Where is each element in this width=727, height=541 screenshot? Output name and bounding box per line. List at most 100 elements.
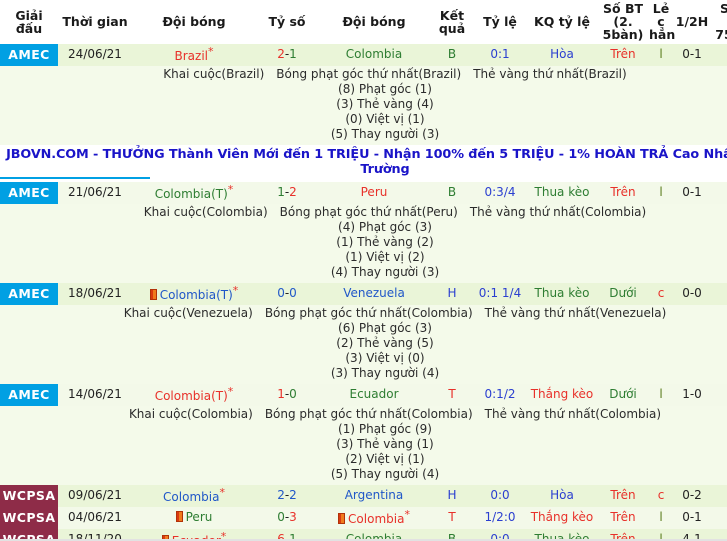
home-team-name: Brazil (174, 49, 209, 64)
table-row[interactable]: AMEC 14/06/21 Colombia(T)* 1-0 Ecuador T 0:1/2… (0, 384, 727, 407)
cell-bt25: Dưới (598, 384, 648, 407)
cell-bt25: Trên (598, 182, 648, 205)
home-team-star-icon: * (227, 385, 234, 399)
detail-first-corner: Bóng phạt góc thứ nhất(Brazil) (276, 67, 462, 82)
cell-bt25: Trên (598, 44, 648, 67)
col-header-odds-result: KQ tỷ lệ (526, 0, 598, 45)
cell-league[interactable]: WCPSA (0, 529, 58, 541)
cell-score: 6-1 (256, 529, 318, 541)
cell-away-team[interactable]: Argentina (318, 485, 430, 508)
cell-home-team[interactable]: Colombia(T)* (132, 283, 256, 306)
detail-kickoff: Khai cuộc(Brazil) (163, 67, 265, 82)
home-team-name: Colombia(T) (154, 187, 228, 202)
cell-home-team[interactable]: Ecuador* (132, 529, 256, 541)
table-row[interactable]: WCPSA 04/06/21 Peru 0-3 Colombia* T 1/2:0 Thắng… (0, 507, 727, 530)
cell-odds-result: Thắng kèo (526, 384, 598, 407)
promo-banner-row[interactable]: JBOVN.COM - THƯỞNG Thành Viên Mới đến 1 … (0, 145, 727, 183)
detail-stat-line: (8) Phạt góc (1) (338, 82, 432, 97)
cell-league[interactable]: AMEC (0, 283, 58, 306)
cell-date: 14/06/21 (58, 384, 132, 407)
league-badge[interactable]: WCPSA (0, 507, 58, 530)
cell-score: 0-3 (256, 507, 318, 530)
cell-odds: 0:1 (474, 44, 526, 67)
away-team-name: Venezuela (343, 286, 405, 301)
cell-score: 2-1 (256, 44, 318, 67)
table-row[interactable]: AMEC 18/06/21 Colombia(T)* 0-0 Venezuela H 0:1… (0, 283, 727, 306)
cell-home-team[interactable]: Brazil* (132, 44, 256, 67)
col-header-halftime: 1/2H (674, 0, 710, 45)
table-row[interactable]: WCPSA18/11/20Ecuador*6-1ColombiaB0:0Thua… (0, 529, 727, 541)
match-detail-cell: Khai cuộc(Colombia) Bóng phạt góc thứ nhấ… (0, 406, 727, 486)
match-detail-cell: Khai cuộc(Brazil) Bóng phạt góc thứ nhất(… (0, 66, 727, 146)
cell-away-team[interactable]: Colombia (318, 44, 430, 67)
detail-stat-line: (1) Thẻ vàng (2) (336, 235, 434, 250)
detail-stat-line: (3) Thẻ vàng (1) (336, 437, 434, 452)
league-badge[interactable]: AMEC (0, 283, 58, 306)
detail-first-yellow: Thẻ vàng thứ nhất(Colombia) (469, 205, 647, 220)
home-team-star-icon: * (232, 284, 239, 298)
match-detail-row: Khai cuộc(Colombia) Bóng phạt góc thứ nhấ… (0, 204, 727, 284)
cell-bt075: Trên (710, 384, 727, 407)
cell-bt075: Trên (710, 182, 727, 205)
cell-away-team[interactable]: Venezuela (318, 283, 430, 306)
cell-odds: 0:0 (474, 529, 526, 541)
promo-banner-text[interactable]: JBOVN.COM - THƯỞNG Thành Viên Mới đến 1 … (6, 147, 727, 178)
cell-bt075: Trên (710, 529, 727, 541)
away-team-name: Colombia (345, 532, 403, 541)
cell-result: B (430, 182, 474, 205)
cell-away-team[interactable]: Colombia (318, 529, 430, 541)
cell-odd-even: c (648, 283, 674, 306)
table-row[interactable]: WCPSA 09/06/21 Colombia* 2-2 Argentina H 0:0 Hò… (0, 485, 727, 508)
home-team-flag-icon (149, 289, 157, 301)
cell-home-team[interactable]: Colombia* (132, 485, 256, 508)
cell-league[interactable]: WCPSA (0, 485, 58, 508)
col-header-bt075: Số BT (0. 75bàn) (710, 0, 727, 45)
col-header-odds: Tỷ lệ (474, 0, 526, 45)
cell-home-team[interactable]: Colombia(T)* (132, 182, 256, 205)
home-team-name: Colombia (163, 490, 220, 505)
home-team-name: Peru (185, 510, 213, 525)
cell-halftime: 0-0 (674, 283, 710, 306)
detail-first-yellow: Thẻ vàng thứ nhất(Colombia) (484, 407, 662, 422)
cell-league[interactable]: WCPSA (0, 507, 58, 530)
cell-date: 09/06/21 (58, 485, 132, 508)
away-team-name: Colombia (345, 47, 403, 62)
away-team-star-icon: * (404, 508, 410, 522)
league-badge[interactable]: WCPSA (0, 485, 58, 508)
cell-odds-result: Hòa (526, 485, 598, 508)
promo-banner-cell[interactable]: JBOVN.COM - THƯỞNG Thành Viên Mới đến 1 … (0, 145, 727, 183)
table-row[interactable]: AMEC 24/06/21 Brazil* 2-1 Colombia B 0:1 Hòa Trê… (0, 44, 727, 67)
cell-result: H (430, 283, 474, 306)
league-badge[interactable]: AMEC (0, 182, 58, 205)
league-badge[interactable]: WCPSA (0, 529, 58, 541)
table-row[interactable]: AMEC 21/06/21 Colombia(T)* 1-2 Peru B 0:3/4 Thu… (0, 182, 727, 205)
cell-date: 24/06/21 (58, 44, 132, 67)
cell-home-team[interactable]: Colombia(T)* (132, 384, 256, 407)
detail-kickoff: Khai cuộc(Colombia) (143, 205, 268, 220)
cell-odds: 0:1 1/4 (474, 283, 526, 306)
cell-league[interactable]: AMEC (0, 182, 58, 205)
league-badge[interactable]: AMEC (0, 44, 58, 67)
cell-league[interactable]: AMEC (0, 384, 58, 407)
cell-bt25: Trên (598, 529, 648, 541)
cell-away-team[interactable]: Colombia* (318, 507, 430, 530)
cell-home-team[interactable]: Peru (132, 507, 256, 530)
col-header-home-team: Đội bóng (132, 0, 256, 45)
table-body: AMEC 24/06/21 Brazil* 2-1 Colombia B 0:1 Hòa Trê… (0, 44, 727, 541)
league-badge[interactable]: AMEC (0, 384, 58, 407)
cell-away-team[interactable]: Ecuador (318, 384, 430, 407)
cell-league[interactable]: AMEC (0, 44, 58, 67)
away-team-name: Peru (360, 185, 388, 200)
detail-stat-line: (6) Phạt góc (3) (338, 321, 432, 336)
cell-bt075: Dưới (710, 283, 727, 306)
detail-first-yellow: Thẻ vàng thứ nhất(Venezuela) (484, 306, 667, 321)
cell-halftime: 4-1 (674, 529, 710, 541)
cell-date: 18/06/21 (58, 283, 132, 306)
cell-odds-result: Hòa (526, 44, 598, 67)
cell-halftime: 1-0 (674, 384, 710, 407)
cell-result: B (430, 529, 474, 541)
detail-stat-line: (3) Thay người (4) (330, 366, 440, 381)
cell-away-team[interactable]: Peru (318, 182, 430, 205)
